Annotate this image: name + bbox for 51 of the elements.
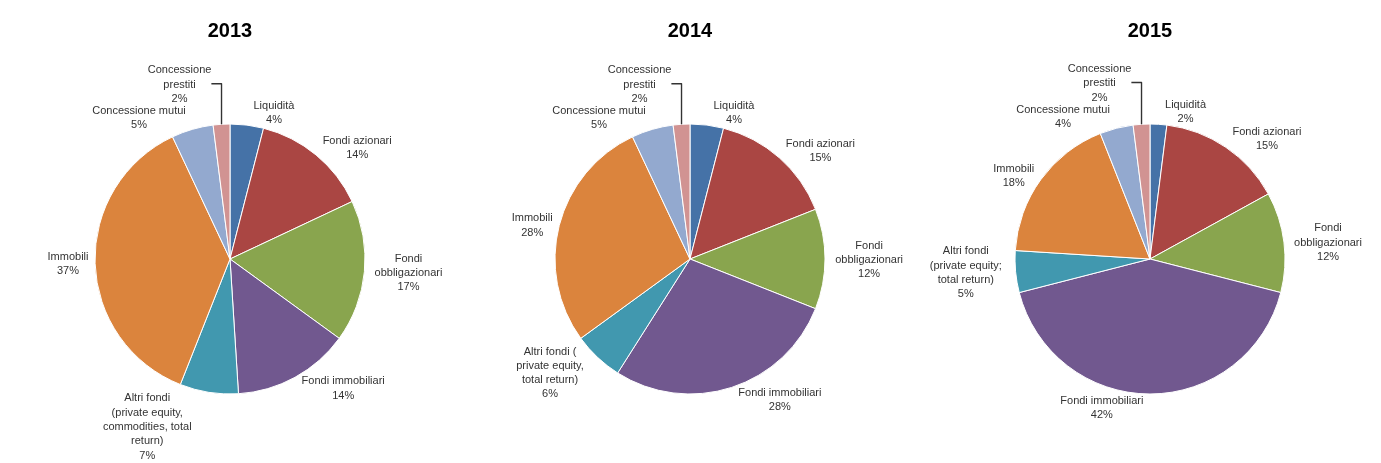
chart-title: 2015 [1127,19,1173,42]
data-label: 14% [332,388,355,401]
data-label: 4% [726,113,743,126]
data-label: 17% [397,280,420,293]
slice-label: Concessione mutui [552,104,646,117]
data-label: 2% [1177,112,1194,125]
data-label: 2% [171,92,188,105]
data-label: 2% [631,92,648,105]
slice-label: Liquidità [713,98,756,111]
slice-label: Immobili [511,211,553,224]
slice-label: Liquidità [1165,98,1207,111]
data-label: 14% [346,148,369,161]
chart-title: 2014 [667,19,714,42]
data-label: 15% [809,151,832,164]
slice-label: Concessione mutui [92,104,186,117]
data-label: 5% [131,118,148,131]
slice-label: Immobili [47,250,89,263]
data-label: 37% [57,264,80,277]
slice-label: Fondi immobiliari [738,386,822,399]
slice-label: Fondi obbligazionari [835,238,904,265]
data-label: 28% [521,225,544,238]
data-label: 12% [1317,250,1340,263]
slice-label: Fondi immobiliari [1060,394,1144,406]
slice-label: Fondi obbligazionari [374,251,443,278]
slice-label: Altri fondi (private equity; total return) [929,244,1002,286]
slice-label: Fondi azionari [322,134,392,147]
data-label: 28% [768,400,792,413]
data-label: 4% [266,113,283,126]
data-label: 42% [1090,408,1114,421]
slice-label: Fondi azionari [785,137,855,150]
slice-label: Fondi obbligazionari [1294,221,1362,248]
slice-label: Concessione prestiti [607,63,672,90]
data-label: 4% [1055,117,1072,130]
slice-label: Altri fondi ( private equity, total return) [516,344,584,386]
data-label: 7% [139,448,156,461]
slice-label: Liquidità [253,98,296,111]
data-label: 5% [957,287,974,300]
data-label: 5% [591,118,608,131]
data-label: 15% [1255,139,1279,152]
chart-title: 2013 [207,19,253,42]
slice-label: Fondi immobiliari [301,374,385,387]
data-label: 12% [858,267,881,280]
slice-label: Fondi azionari [1232,125,1302,138]
data-label: 6% [542,387,559,400]
data-label: 18% [1002,176,1025,189]
slice-label: Concessione mutui [1016,102,1110,115]
slice-label: Concessione prestiti [147,63,212,90]
slice-label: Concessione prestiti [1067,62,1132,89]
slice-label: Altri fondi (private equity, commodities, total return) [102,391,192,447]
slice-label: Immobili [993,161,1035,174]
data-label: 2% [1091,90,1108,103]
